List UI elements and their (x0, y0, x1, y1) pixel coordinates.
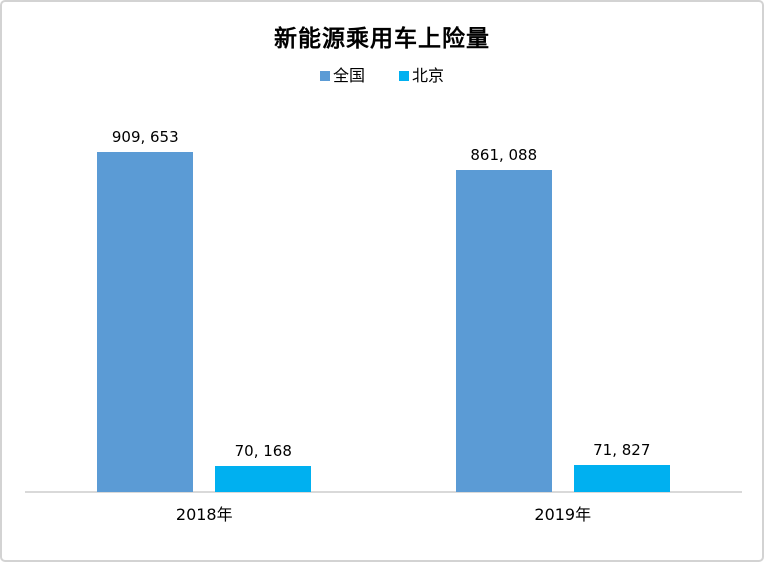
legend-item-national: 全国 (319, 66, 365, 85)
data-label-series0-cat1: 861, 088 (470, 146, 538, 164)
legend-label-national: 全国 (332, 66, 365, 85)
data-label-series0-cat0: 909, 653 (111, 128, 179, 146)
x-axis-label-1: 2019年 (534, 505, 592, 524)
legend-label-beijing: 北京 (412, 66, 445, 85)
bar-series1-cat0 (215, 466, 312, 492)
legend-item-beijing: 北京 (399, 66, 444, 85)
legend: 全国 北京 (2, 66, 762, 85)
bar-series1-cat1 (573, 465, 670, 492)
data-label-series1-cat0: 70, 168 (234, 442, 292, 460)
x-axis-label-0: 2018年 (175, 505, 233, 524)
bar-series0-cat0 (97, 152, 194, 492)
legend-swatch-national-icon (319, 70, 330, 81)
chart-title: 新能源乘用车上险量 (274, 26, 490, 52)
data-label-series1-cat1: 71, 827 (593, 441, 651, 459)
legend-swatch-beijing-icon (399, 70, 409, 81)
x-axis-line (25, 491, 742, 493)
bar-series0-cat1 (455, 170, 552, 492)
